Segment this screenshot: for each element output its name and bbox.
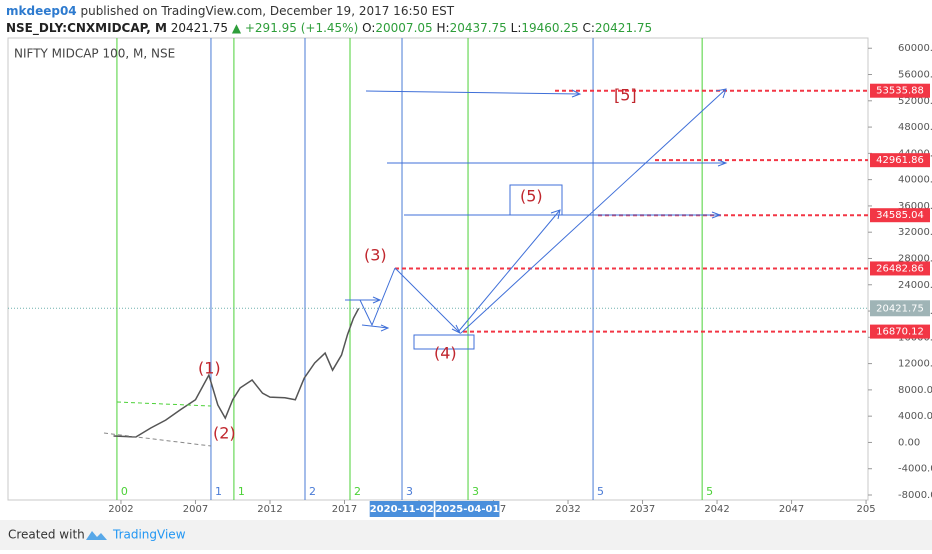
trend-line (359, 267, 396, 327)
level-label: 16870.12 (876, 327, 924, 338)
level-badge (870, 83, 930, 98)
arrow-head (717, 159, 728, 167)
ohlc-value: 19460.25 (521, 21, 578, 35)
price-line (113, 308, 360, 438)
axis-badges: 53535.88 42961.86 34585.04 26482.86 16870.12… (369, 83, 930, 517)
y-tick-label: 4000.00 (898, 411, 932, 422)
level-label: 42961.86 (876, 155, 924, 166)
x-tick-label: 2032 (555, 504, 580, 515)
annotation: [5] (614, 86, 637, 105)
date-label: 2020-11-02 (370, 504, 434, 515)
arrow-head (372, 296, 382, 304)
x-tick-label: 2047 (779, 504, 804, 515)
user[interactable]: mkdeep04 (6, 4, 77, 18)
ohlc-label: H: (436, 21, 449, 35)
y-tick-label: 0.00 (898, 437, 920, 448)
x-tick-label: 205 (857, 504, 876, 515)
last-price-badge (870, 300, 930, 317)
date-badge (435, 501, 500, 517)
trend-line (103, 432, 212, 447)
y-tick-label: 8000.00 (898, 385, 932, 396)
level-badge (870, 153, 930, 168)
logo (86, 531, 107, 540)
last: 20421.75 (171, 21, 228, 35)
annotation: (3) (364, 246, 387, 265)
level-badge (870, 261, 930, 276)
published: published on TradingView.com, December 1… (80, 4, 454, 18)
annotation-box (509, 184, 563, 216)
x-tick-label: 2002 (108, 504, 133, 515)
x-tick-label: 2017 (332, 504, 357, 515)
ohlc-value: 20007.05 (375, 21, 432, 35)
annotation: (1) (198, 359, 221, 378)
arrow-head (380, 324, 390, 332)
arrow-head (550, 209, 561, 220)
x-tick-label: 2042 (704, 504, 729, 515)
plot-layer: 60000.0056000.0052000.0048000.0044000.00… (8, 38, 932, 515)
y-tick-label: -4000.00 (898, 464, 932, 475)
arrow-head (451, 324, 462, 335)
trend-line (457, 209, 561, 333)
last-price-label: 20421.75 (876, 303, 924, 314)
ohlc-label: C: (582, 21, 594, 35)
cycle-label: 2 (354, 485, 361, 498)
annotation-box (413, 334, 475, 350)
ohlc-label: L: (511, 21, 522, 35)
cycle-label: 3 (406, 485, 413, 498)
x-tick-label: 2037 (630, 504, 655, 515)
y-tick-label: 28000.00 (898, 253, 932, 264)
trend-line (361, 324, 389, 329)
level-label: 26482.86 (876, 263, 924, 274)
y-tick-label: 40000.00 (898, 175, 932, 186)
ohlc-label: O: (362, 21, 375, 35)
cycle-label: 5 (706, 485, 713, 498)
trend-line (365, 90, 581, 95)
y-tick-label: 36000.00 (898, 201, 932, 212)
change: ▲ +291.95 (+1.45%) (232, 21, 358, 35)
ohlc-value: 20437.75 (450, 21, 507, 35)
cycle-label: 2 (309, 485, 316, 498)
level-badge (870, 324, 930, 339)
trend-line (116, 401, 212, 407)
symbol: NSE_DLY:CNXMIDCAP, M (6, 21, 167, 36)
x-tick-label: 2012 (257, 504, 282, 515)
y-tick-label: 12000.00 (898, 359, 932, 370)
footer-text: Created with (8, 528, 85, 542)
cycle-label: 1 (238, 485, 245, 498)
y-tick-label: -8000.00 (898, 490, 932, 501)
cycle-label: 0 (121, 485, 128, 498)
drawings (103, 88, 728, 447)
y-tick-label: 32000.00 (898, 227, 932, 238)
ohlc-line: NSE_DLY:CNXMIDCAP, M 20421.75 ▲ +291.95 … (6, 21, 652, 36)
level-label: 34585.04 (876, 210, 924, 221)
y-tick-label: 56000.00 (898, 70, 932, 81)
cycle-label: 1 (215, 485, 222, 498)
cycle-label: 3 (472, 485, 479, 498)
annotation: (5) (520, 187, 543, 206)
y-tick-label: 48000.00 (898, 122, 932, 133)
header-line: mkdeep04 published on TradingView.com, D… (6, 4, 455, 18)
arrow-head (711, 211, 722, 219)
annotation: (2) (213, 424, 236, 443)
x-tick-label: 2007 (183, 504, 208, 515)
y-tick-label: 24000.00 (898, 280, 932, 291)
ohlc-value: 20421.75 (595, 21, 652, 35)
level-label: 53535.88 (876, 86, 924, 97)
footer (0, 520, 932, 550)
cycle-label: 5 (597, 485, 604, 498)
trend-line (460, 88, 727, 334)
y-tick-label: 60000.00 (898, 43, 932, 54)
arrow-head (571, 89, 582, 98)
y-tick-label: 52000.00 (898, 96, 932, 107)
arrow-head (715, 88, 727, 99)
trend-line (394, 267, 461, 334)
date-label: 2025-04-01 (435, 504, 499, 515)
brand[interactable]: TradingView (112, 528, 186, 542)
level-badge (870, 208, 930, 223)
annotation: (4) (434, 344, 457, 363)
chart-title: NIFTY MIDCAP 100, M, NSE (14, 47, 175, 61)
date-badge (369, 501, 434, 517)
